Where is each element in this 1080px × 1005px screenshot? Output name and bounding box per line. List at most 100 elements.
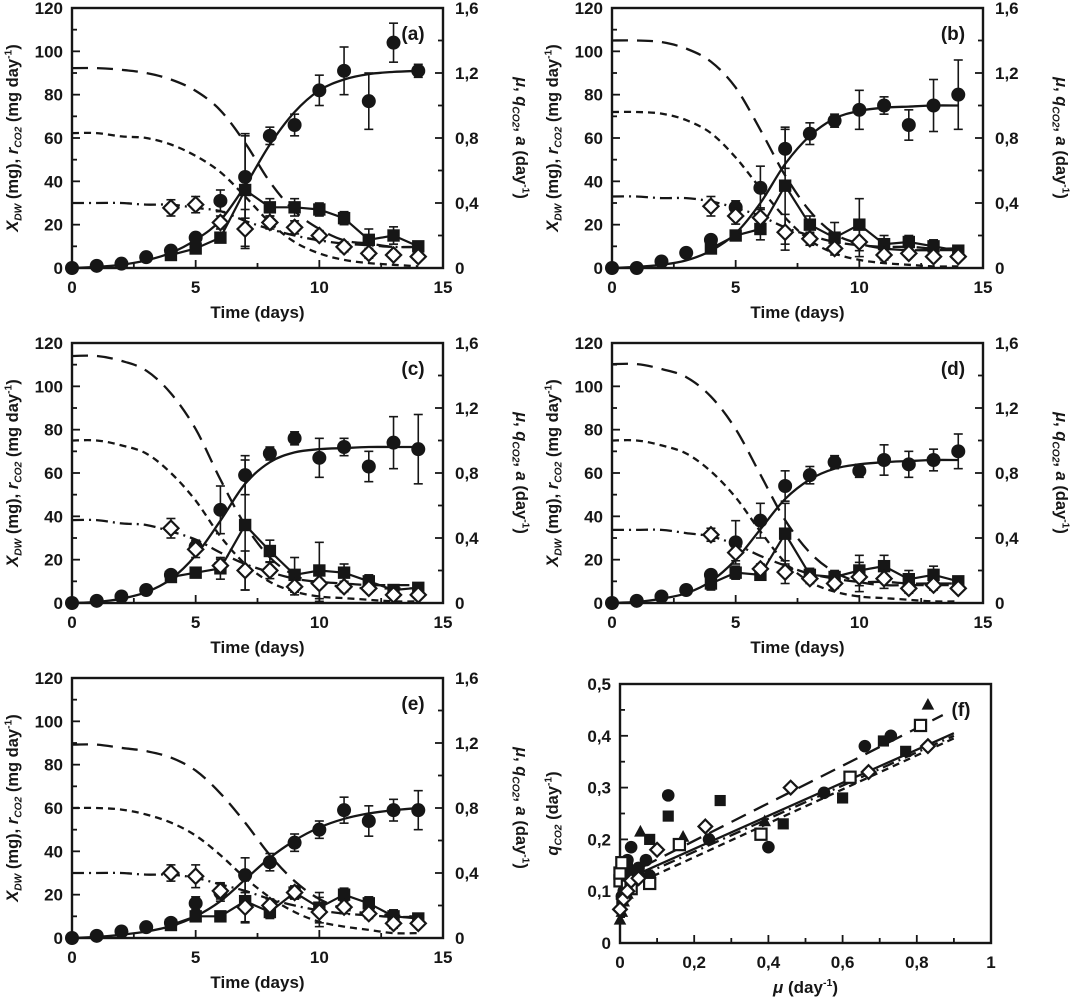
svg-text:1,2: 1,2: [455, 64, 479, 83]
svg-text:0: 0: [455, 259, 464, 278]
svg-text:0: 0: [615, 953, 624, 972]
svg-text:120: 120: [35, 335, 63, 353]
svg-text:1: 1: [986, 953, 995, 972]
svg-text:(b): (b): [941, 24, 965, 45]
svg-text:(f): (f): [952, 700, 971, 721]
svg-text:0,8: 0,8: [455, 464, 479, 483]
svg-text:0,4: 0,4: [995, 529, 1019, 548]
svg-text:15: 15: [974, 278, 993, 297]
svg-text:10: 10: [850, 278, 869, 297]
chart-panel-f: 0 0,2 0,4 0,6 0,8 1 0 0,1 0,2 0,3 0,4 0,5 μ (day-1) q…: [543, 675, 995, 997]
svg-text:μ (day-1): μ (day-1): [772, 977, 838, 997]
svg-text:40: 40: [44, 172, 63, 191]
svg-text:1,2: 1,2: [995, 399, 1019, 418]
svg-text:60: 60: [584, 464, 603, 483]
svg-text:0,4: 0,4: [455, 529, 479, 548]
svg-text:1,6: 1,6: [995, 0, 1019, 18]
svg-text:0,8: 0,8: [455, 799, 479, 818]
svg-text:0,1: 0,1: [587, 882, 611, 901]
svg-text:μ, qCO2, a (day-1): μ, qCO2, a (day-1): [1049, 411, 1070, 534]
svg-text:1,2: 1,2: [455, 399, 479, 418]
svg-text:(a): (a): [401, 24, 424, 45]
svg-text:qCO2 (day-1): qCO2 (day-1): [543, 771, 564, 855]
svg-text:μ, qCO2, a (day-1): μ, qCO2, a (day-1): [509, 746, 530, 869]
svg-text:5: 5: [191, 948, 200, 967]
svg-text:(e): (e): [401, 694, 424, 715]
svg-text:80: 80: [584, 421, 603, 440]
svg-text:15: 15: [434, 278, 453, 297]
svg-text:40: 40: [584, 507, 603, 526]
svg-text:XDW (mg), rCO2 (mg day-1): XDW (mg), rCO2 (mg day-1): [543, 379, 564, 567]
svg-text:10: 10: [310, 948, 329, 967]
svg-text:0,8: 0,8: [995, 464, 1019, 483]
panel-c: 0 5 10 15 0 20 40 60 80 100 120 0 0,4 0,8 1,2 1,6 Time (…: [0, 334, 540, 670]
svg-text:5: 5: [191, 278, 200, 297]
svg-text:20: 20: [44, 551, 63, 570]
panel-a: 0 5 10 15 0 20 40 60 80 100 120 0 0,4 0,8 1,2 1,6 Time (…: [0, 0, 540, 335]
svg-text:60: 60: [44, 799, 63, 818]
svg-text:120: 120: [575, 335, 603, 353]
svg-text:XDW (mg), rCO2 (mg day-1): XDW (mg), rCO2 (mg day-1): [3, 44, 24, 232]
svg-text:Time (days): Time (days): [210, 973, 304, 992]
svg-text:1,6: 1,6: [455, 335, 479, 353]
svg-text:20: 20: [44, 216, 63, 235]
panel-d: 0 5 10 15 0 20 40 60 80 100 120 0 0,4 0,8 1,2 1,6 Time (…: [540, 334, 1080, 670]
svg-text:0,4: 0,4: [587, 727, 611, 746]
svg-text:5: 5: [731, 278, 740, 297]
svg-text:100: 100: [35, 712, 63, 731]
svg-text:0: 0: [67, 613, 76, 632]
svg-text:1,6: 1,6: [455, 670, 479, 688]
svg-text:10: 10: [310, 613, 329, 632]
svg-text:10: 10: [850, 613, 869, 632]
svg-text:120: 120: [35, 0, 63, 18]
svg-text:20: 20: [584, 216, 603, 235]
svg-text:0: 0: [455, 594, 464, 613]
panel-f: 0 0,2 0,4 0,6 0,8 1 0 0,1 0,2 0,3 0,4 0,5 μ (day-1) q…: [540, 670, 1080, 1004]
svg-text:80: 80: [44, 421, 63, 440]
svg-text:0: 0: [54, 594, 63, 613]
svg-text:0: 0: [455, 929, 464, 948]
svg-text:0,4: 0,4: [995, 194, 1019, 213]
svg-text:XDW (mg), rCO2 (mg day-1): XDW (mg), rCO2 (mg day-1): [543, 44, 564, 232]
svg-text:100: 100: [35, 42, 63, 61]
svg-text:0: 0: [594, 259, 603, 278]
svg-text:5: 5: [191, 613, 200, 632]
svg-text:1,6: 1,6: [455, 0, 479, 18]
svg-text:0,2: 0,2: [587, 830, 611, 849]
svg-text:1,6: 1,6: [995, 335, 1019, 353]
svg-text:20: 20: [44, 886, 63, 905]
svg-text:0,5: 0,5: [587, 675, 611, 694]
panel-e: 0 5 10 15 0 20 40 60 80 100 120 0 0,4 0,8 1,2 1,6 Time (…: [0, 669, 540, 1004]
svg-text:Time (days): Time (days): [210, 303, 304, 322]
svg-text:60: 60: [584, 129, 603, 148]
svg-text:(d): (d): [941, 359, 965, 380]
svg-text:Time (days): Time (days): [750, 303, 844, 322]
svg-text:0: 0: [54, 259, 63, 278]
svg-text:5: 5: [731, 613, 740, 632]
svg-text:80: 80: [584, 86, 603, 105]
svg-text:40: 40: [44, 842, 63, 861]
svg-text:20: 20: [584, 551, 603, 570]
svg-text:0,3: 0,3: [587, 779, 611, 798]
svg-text:0,2: 0,2: [682, 953, 706, 972]
svg-text:XDW (mg), rCO2 (mg day-1): XDW (mg), rCO2 (mg day-1): [3, 714, 24, 902]
svg-text:μ, qCO2, a (day-1): μ, qCO2, a (day-1): [1049, 76, 1070, 199]
svg-text:0: 0: [594, 594, 603, 613]
svg-text:0,4: 0,4: [455, 194, 479, 213]
svg-text:15: 15: [434, 948, 453, 967]
svg-text:40: 40: [44, 507, 63, 526]
svg-text:0,8: 0,8: [995, 129, 1019, 148]
svg-text:100: 100: [35, 377, 63, 396]
svg-text:100: 100: [575, 42, 603, 61]
svg-text:0: 0: [67, 278, 76, 297]
svg-text:1,2: 1,2: [455, 734, 479, 753]
svg-text:0,8: 0,8: [905, 953, 929, 972]
svg-text:1,2: 1,2: [995, 64, 1019, 83]
svg-text:0: 0: [67, 948, 76, 967]
